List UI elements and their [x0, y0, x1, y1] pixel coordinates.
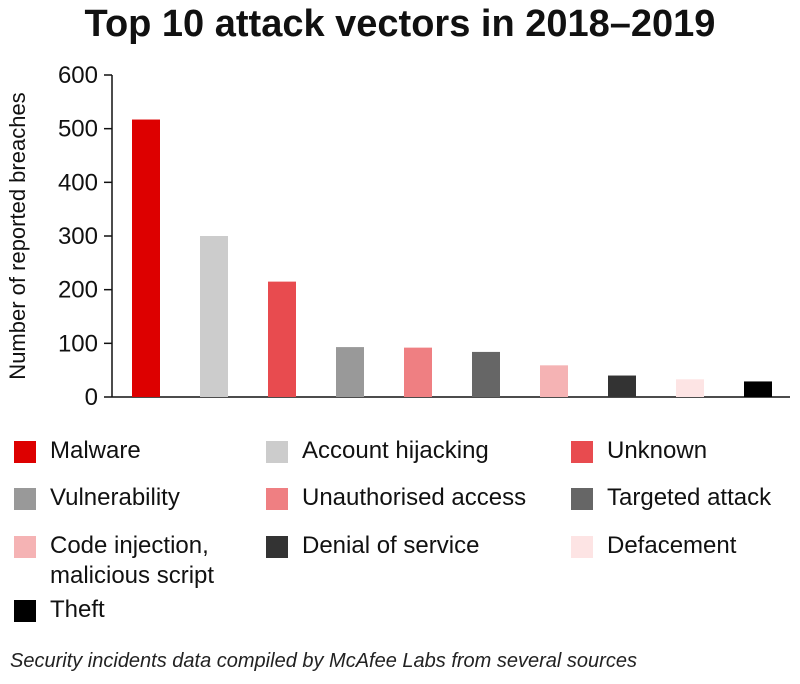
y-tick-label: 100: [58, 330, 98, 357]
legend-swatch: [266, 488, 288, 510]
y-tick-label: 200: [58, 277, 98, 304]
legend-label: Unknown: [607, 437, 708, 464]
bar: [472, 351, 500, 397]
legend-item: Malware: [14, 436, 141, 466]
legend-swatch: [571, 536, 593, 558]
legend-label: Denial of service: [302, 532, 480, 559]
bar: [540, 365, 568, 397]
bars: [132, 119, 772, 397]
legend-item: Unknown: [571, 436, 707, 466]
y-tick-label: 400: [58, 169, 98, 196]
legend-swatch: [14, 441, 36, 463]
legend-label: Unauthorised access: [302, 484, 527, 511]
legend-label: Targeted attack: [607, 484, 772, 511]
y-tick-label: 300: [58, 223, 98, 250]
legend-label: Account hijacking: [302, 437, 489, 464]
bar: [744, 381, 772, 397]
legend-item: Theft: [14, 595, 105, 625]
legend-item: Targeted attack: [571, 483, 771, 513]
legend-item: Denial of service: [266, 531, 479, 561]
legend-label: Theft: [50, 596, 105, 623]
legend-label: Code injection, malicious script: [50, 532, 215, 589]
legend-label: Defacement: [607, 532, 737, 559]
legend-swatch: [266, 536, 288, 558]
legend-swatch: [266, 441, 288, 463]
y-axis-title: Number of reported breaches: [5, 92, 30, 379]
legend-swatch: [14, 536, 36, 558]
legend-label: Malware: [50, 437, 141, 464]
legend-item: Defacement: [571, 531, 736, 561]
bar: [404, 347, 432, 397]
legend-label: Vulnerability: [50, 484, 180, 511]
bar: [268, 281, 296, 397]
bar-chart: 0 100 200 300 400 500 600 Number of reported b…: [5, 62, 790, 411]
legend-item: Code injection, malicious script: [14, 531, 214, 591]
y-axis: 0 100 200 300 400 500 600: [58, 62, 790, 411]
legend-item: Unauthorised access: [266, 483, 526, 513]
legend-swatch: [14, 600, 36, 622]
y-tick-label: 500: [58, 116, 98, 143]
legend-swatch: [571, 488, 593, 510]
bar: [676, 379, 704, 397]
legend-item: Vulnerability: [14, 483, 180, 513]
bar: [336, 347, 364, 397]
legend-item: Account hijacking: [266, 436, 489, 466]
bar: [132, 119, 160, 397]
source-note: Security incidents data compiled by McAf…: [10, 650, 637, 672]
legend-swatch: [14, 488, 36, 510]
bar: [608, 375, 636, 397]
chart-title: Top 10 attack vectors in 2018–2019: [84, 3, 716, 45]
bar: [200, 236, 228, 397]
y-tick-label: 600: [58, 62, 98, 89]
y-tick-label: 0: [85, 384, 98, 411]
legend-swatch: [571, 441, 593, 463]
